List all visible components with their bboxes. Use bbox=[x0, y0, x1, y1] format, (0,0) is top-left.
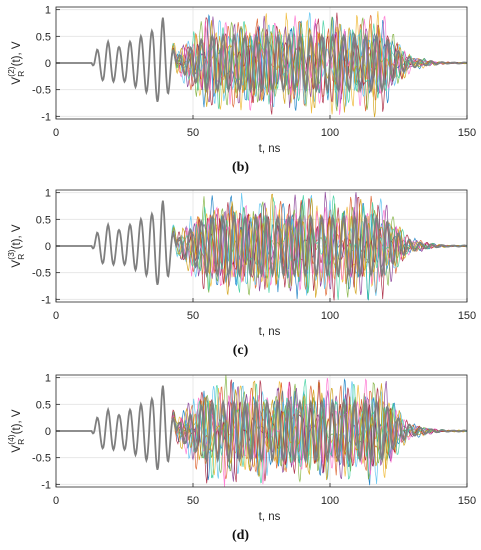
x-tick-label-3: 150 bbox=[458, 495, 476, 507]
chart-panel-d: 0 50 100 150 1 0.5 0 -0.5 -1 t, ns VR(4)(t), V (d) bbox=[0, 368, 481, 550]
panel-label-b: (b) bbox=[231, 160, 250, 175]
y-tick-label-3: -0.5 bbox=[32, 453, 51, 465]
reference-pulse-line bbox=[56, 200, 467, 285]
panel-label-d: (d) bbox=[231, 528, 250, 543]
x-tick-label-2: 100 bbox=[321, 127, 339, 139]
x-axis-label: t, ns bbox=[259, 143, 281, 155]
y-tick-label-3: -0.5 bbox=[32, 268, 51, 280]
x-tick-label-3: 150 bbox=[458, 127, 476, 139]
x-tick-label-2: 100 bbox=[321, 310, 339, 322]
reference-pulse-line bbox=[56, 385, 467, 470]
y-tick-label-1: 0.5 bbox=[36, 399, 51, 411]
chart-c-svg: 0 50 100 150 1 0.5 0 -0.5 -1 t, ns VR(3)(t), V bbox=[6, 188, 476, 338]
panel-label-c: (c) bbox=[232, 343, 249, 358]
chart-d-svg: 0 50 100 150 1 0.5 0 -0.5 -1 t, ns VR(4)(t), V bbox=[6, 373, 476, 523]
x-tick-label-1: 50 bbox=[187, 127, 199, 139]
y-tick-label-4: -1 bbox=[41, 111, 51, 123]
x-tick-label-2: 100 bbox=[321, 495, 339, 507]
x-tick-label-0: 0 bbox=[53, 127, 59, 139]
y-tick-label-4: -1 bbox=[41, 294, 51, 306]
y-axis-label: VR(3)(t), V bbox=[6, 224, 26, 267]
x-axis-label: t, ns bbox=[259, 326, 281, 338]
y-tick-label-4: -1 bbox=[41, 479, 51, 491]
reference-pulse-line bbox=[56, 17, 467, 102]
x-tick-label-0: 0 bbox=[53, 310, 59, 322]
x-axis-label: t, ns bbox=[259, 511, 281, 523]
x-tick-label-1: 50 bbox=[187, 310, 199, 322]
x-tick-label-0: 0 bbox=[53, 495, 59, 507]
chart-panel-c: 0 50 100 150 1 0.5 0 -0.5 -1 t, ns VR(3)(t), V (c) bbox=[0, 183, 481, 368]
y-tick-label-1: 0.5 bbox=[36, 31, 51, 43]
traces-group bbox=[56, 191, 467, 301]
y-tick-label-2: 0 bbox=[45, 241, 51, 253]
traces-group bbox=[56, 375, 467, 487]
y-tick-label-0: 1 bbox=[45, 5, 51, 17]
traces-group bbox=[56, 11, 467, 118]
chart-b-svg: 0 50 100 150 1 0.5 0 -0.5 -1 t, ns VR(2)(t), V bbox=[6, 5, 476, 155]
chart-panel-b: 0 50 100 150 1 0.5 0 -0.5 -1 t, ns VR(2)(t), V (b) bbox=[0, 0, 481, 183]
y-tick-label-3: -0.5 bbox=[32, 85, 51, 97]
y-axis-label: VR(4)(t), V bbox=[6, 409, 26, 452]
y-tick-label-2: 0 bbox=[45, 58, 51, 70]
x-tick-label-3: 150 bbox=[458, 310, 476, 322]
y-axis-label: VR(2)(t), V bbox=[6, 41, 26, 84]
x-tick-label-1: 50 bbox=[187, 495, 199, 507]
y-tick-label-1: 0.5 bbox=[36, 214, 51, 226]
y-tick-label-0: 1 bbox=[45, 188, 51, 200]
y-tick-label-2: 0 bbox=[45, 426, 51, 438]
y-tick-label-0: 1 bbox=[45, 373, 51, 385]
